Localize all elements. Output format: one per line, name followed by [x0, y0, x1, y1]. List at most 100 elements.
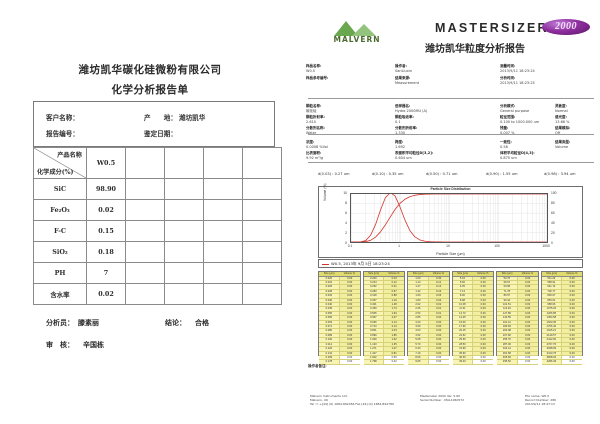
empty-cell: [242, 241, 282, 263]
table-cell: 0.022: [319, 281, 340, 285]
table-cell: 22.62: [452, 333, 474, 338]
table-row: 202.98 0.00: [497, 329, 538, 334]
metadata-value: 2013/9/11 18:23:24: [500, 68, 535, 73]
table-cell: 0.00: [525, 325, 531, 329]
table-cell: 322.14: [497, 347, 518, 351]
table-row: 6.40 0.00: [408, 347, 449, 352]
table-body: 0.020 0.00 0.022 0.00 0.025 0.00 0.028 0.00 0.03…: [319, 276, 360, 365]
table-cell: 2.54: [408, 311, 429, 316]
table-body: 0.200 0.03 0.224 0.12 0.252 0.31 0.283 0.57 0.31…: [363, 276, 404, 365]
chart-x-tick: 10: [446, 244, 450, 248]
table-cell: 0.00: [347, 276, 353, 280]
table-cell: 5.04: [452, 276, 474, 280]
table-header: Size (µm) Volume %: [497, 272, 538, 277]
table-cell: 0.00: [347, 355, 353, 359]
table-cell: 25.39: [452, 338, 474, 342]
metadata-divider: [308, 134, 594, 135]
table-cell: 0.00: [347, 329, 353, 333]
operator-notes-label: 操作者备注:: [308, 364, 327, 368]
table-cell: 50.76: [497, 276, 518, 280]
table-cell: 1.86: [391, 333, 397, 337]
metadata-field: 分析模式: General purpose: [500, 104, 529, 113]
table-cell: 0.00: [436, 355, 442, 359]
table-cell: 702.77: [541, 289, 563, 294]
table-row: 113.94 0.00: [497, 307, 538, 312]
table-row: 0.112 0.00: [319, 342, 360, 348]
metadata-value: Water: [306, 130, 317, 135]
table-cell: 2707.76: [541, 342, 563, 347]
table-cell: 6.35: [452, 285, 474, 289]
table-cell: 0.00: [525, 347, 531, 351]
table-cell: 0.00: [525, 289, 531, 293]
table-cell: 0.59: [391, 355, 397, 359]
model-2000-label: 2000: [555, 21, 577, 32]
header-chemical-composition: 化学成分(%): [37, 169, 74, 176]
table-row: 1206.85 0.00: [541, 311, 582, 317]
product-name-value: W0.5: [86, 147, 126, 179]
table-row: 255.70 0.00: [497, 338, 538, 343]
table-row: 1.13 0.21: [408, 281, 449, 286]
empty-cell: [242, 220, 282, 242]
table-row: 0.020 0.00: [319, 276, 360, 281]
table-cell: 0.00: [347, 325, 353, 329]
table-row: 3410.75 0.00: [541, 351, 582, 356]
table-cell: 0.04: [436, 298, 442, 302]
report-number-label: 报告编号：: [46, 130, 79, 138]
table-cell: 1.19: [391, 298, 397, 302]
metadata-label: 分散剂折射率:: [395, 126, 418, 130]
table-cell: 5.08: [408, 338, 429, 342]
metadata-field: 比表面积: 9.92 m²/g: [306, 151, 323, 160]
column-header: Size (µm): [412, 272, 424, 275]
table-cell: 0.00: [480, 325, 486, 329]
chart-title: Particle Size Distribution: [430, 187, 471, 191]
analyte-value: 7: [86, 262, 126, 284]
table-cell: 0.00: [436, 320, 442, 324]
table-body: 5.04 0.00 5.66 0.00 6.35 0.00 7.13 0.00 8.00 0.00…: [452, 276, 493, 365]
table-cell: 80.57: [497, 294, 518, 298]
table-cell: 1.48: [391, 303, 397, 307]
table-cell: 0.00: [569, 325, 575, 329]
table-header: Size (µm) Volume %: [452, 272, 493, 277]
metadata-label: 颗粒折射率:: [306, 115, 325, 119]
table-cell: 958.06: [541, 303, 563, 307]
table-cell: 7.13: [452, 289, 474, 294]
chart-x-tick: 100: [494, 244, 500, 248]
table-cell: 0.00: [436, 329, 442, 333]
metadata-label: 残差:: [500, 126, 509, 130]
table-cell: 0.00: [436, 333, 442, 337]
table-body: 1.00 0.30 1.13 0.21 1.27 0.14 1.42 0.10 1.60 0.06…: [408, 276, 449, 365]
table-cell: 3828.04: [541, 355, 563, 360]
table-cell: 0.00: [525, 316, 531, 320]
table-cell: 0.00: [569, 298, 575, 302]
table-row: 127.89 0.00: [497, 311, 538, 317]
metadata-value: Off: [555, 130, 561, 135]
table-cell: 6.40: [408, 347, 429, 351]
table-cell: 2.85: [408, 316, 429, 320]
analyte-value: 0.18: [86, 241, 126, 263]
table-cell: 0.00: [347, 342, 353, 346]
table-cell: 2412.60: [541, 338, 563, 342]
percentile-value: d(0.50) : 0.71 um: [426, 172, 458, 176]
table-cell: 0.00: [569, 276, 575, 280]
empty-cell: [242, 262, 282, 284]
metadata-value: 1.330: [395, 130, 406, 135]
metadata-value: [306, 81, 307, 85]
percentile-value: d(0.10) : 0.35 um: [372, 172, 404, 176]
table-cell: 7.19: [408, 351, 429, 355]
table-cell: 1.07: [391, 347, 397, 351]
metadata-divider: [308, 162, 594, 163]
empty-cell: [164, 262, 204, 284]
metadata-field: 颗粒吸收率: 0.1: [395, 115, 414, 124]
table-row: 1075.26 0.00: [541, 307, 582, 312]
table-cell: 0.57: [391, 289, 397, 293]
table-row: 2.85 0.00: [408, 316, 449, 321]
metadata-value: 0.100 to 1000.000 um: [500, 119, 540, 124]
empty-cell: [203, 220, 243, 242]
table-row: 80.57 0.00: [497, 294, 538, 299]
metadata-label: 操作者:: [395, 64, 407, 68]
table-cell: 0.401: [363, 303, 385, 307]
mastersizer-report: MALVERN MASTERSIZER 2000 潍坊凯华粒度分析报告 Part…: [300, 0, 600, 424]
metadata-field: 测量时间: 2013/9/11 18:23:24: [500, 64, 535, 73]
table-cell: 0.03: [391, 276, 397, 280]
table-row: 3828.04 0.00: [541, 355, 582, 361]
